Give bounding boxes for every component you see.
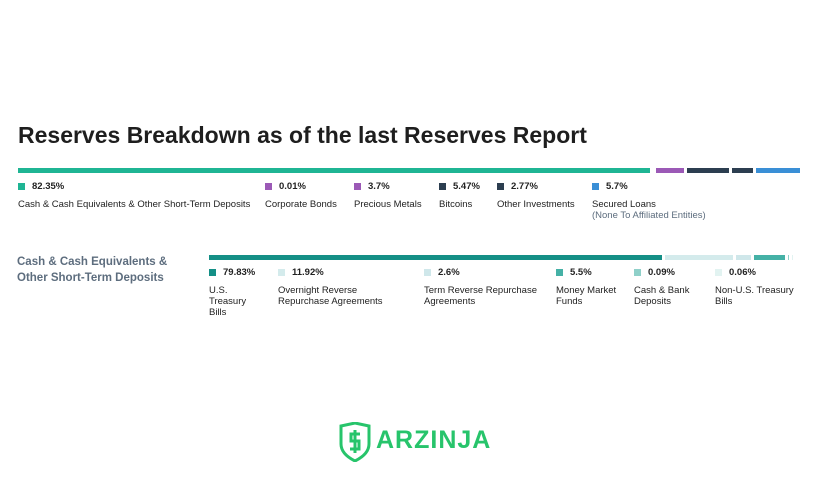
- legend-swatch: [18, 183, 25, 190]
- legend-label: Secured Loans: [592, 199, 656, 210]
- legend-swatch: [497, 183, 504, 190]
- legend-swatch: [265, 183, 272, 190]
- legend-swatch: [209, 269, 216, 276]
- value-label: 0.01%: [265, 181, 306, 192]
- value-label: 0.09%: [634, 267, 675, 278]
- bar-segment: [753, 255, 786, 260]
- legend-label: Overnight Reverse Repurchase Agreements: [278, 285, 383, 307]
- value-label: 2.6%: [424, 267, 460, 278]
- section-label: Cash & Cash Equivalents & Other Short-Te…: [17, 256, 168, 284]
- legend-label: Bitcoins: [439, 199, 473, 210]
- value-label: 5.7%: [592, 181, 628, 192]
- legend-label: Cash & Cash Equivalents & Other Short-Te…: [18, 199, 251, 210]
- value-label: 3.7%: [354, 181, 390, 192]
- value-label: 2.77%: [497, 181, 538, 192]
- legend-label: Precious Metals: [354, 199, 422, 210]
- legend-label: Cash & Bank Deposits: [634, 285, 690, 307]
- logo-icon: [339, 422, 371, 462]
- legend-label: Term Reverse Repurchase Agreements: [424, 285, 537, 307]
- value-label: 79.83%: [209, 267, 255, 278]
- bar-segment: [736, 255, 751, 260]
- bar-segment: [209, 255, 663, 260]
- value-label: 0.06%: [715, 267, 756, 278]
- value-label: 5.5%: [556, 267, 592, 278]
- legend-swatch: [592, 183, 599, 190]
- legend-swatch: [715, 269, 722, 276]
- legend-swatch: [439, 183, 446, 190]
- legend-swatch: [354, 183, 361, 190]
- bar-segment: [665, 255, 734, 260]
- legend-label: Corporate Bonds: [265, 199, 337, 210]
- value-label: 11.92%: [278, 267, 324, 278]
- value-label: 82.35%: [18, 181, 64, 192]
- legend-label: U.S. Treasury Bills: [209, 285, 247, 318]
- legend-label: Money Market Funds: [556, 285, 617, 307]
- bar-segment: [756, 168, 800, 173]
- bar-segment: [788, 255, 789, 260]
- value-label: 5.47%: [439, 181, 480, 192]
- legend-swatch: [556, 269, 563, 276]
- chart-title: Reserves Breakdown as of the last Reserv…: [18, 122, 587, 148]
- legend-note: (None To Affiliated Entities): [592, 210, 706, 221]
- legend-swatch: [278, 269, 285, 276]
- bar-segment: [18, 168, 650, 173]
- bar-segment: [732, 168, 754, 173]
- bar-segment: [687, 168, 730, 173]
- logo-text: ARZINJA: [376, 426, 492, 454]
- legend-label: Non-U.S. Treasury Bills: [715, 285, 794, 307]
- legend-label: Other Investments: [497, 199, 575, 210]
- legend-swatch: [634, 269, 641, 276]
- legend-swatch: [424, 269, 431, 276]
- bar-segment: [655, 168, 685, 173]
